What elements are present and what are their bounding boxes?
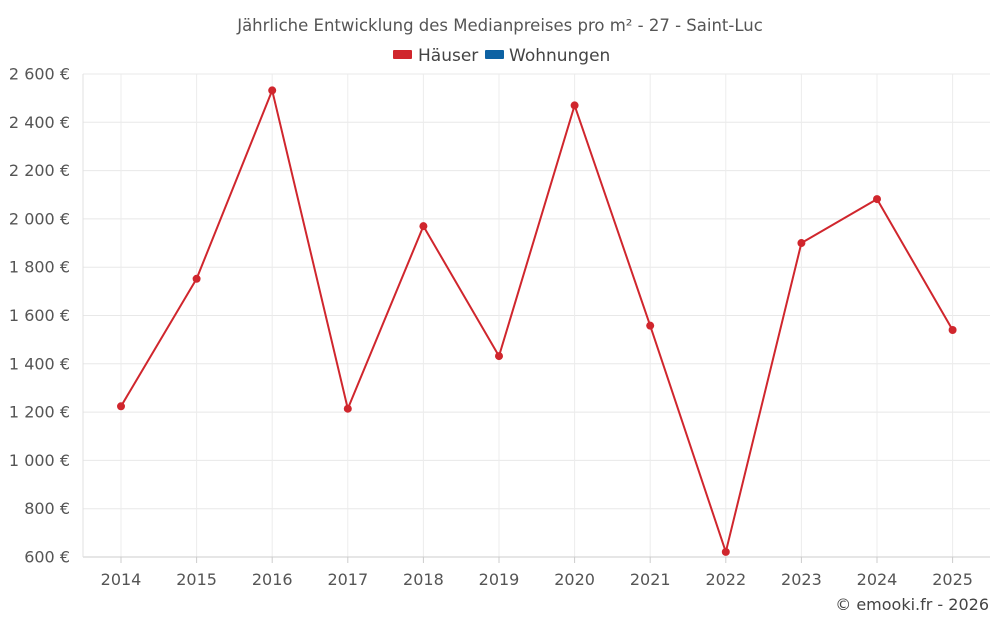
x-tick-label: 2022	[705, 570, 746, 589]
x-tick-label: 2015	[176, 570, 217, 589]
y-tick-label: 800 €	[24, 499, 70, 518]
y-tick-label: 2 400 €	[9, 113, 70, 132]
x-tick-label: 2024	[857, 570, 898, 589]
y-tick-label: 1 000 €	[9, 451, 70, 470]
x-tick-label: 2017	[327, 570, 368, 589]
grid	[83, 73, 990, 558]
data-point[interactable]	[419, 222, 428, 231]
series-line-0	[120, 89, 954, 553]
y-tick-label: 1 200 €	[9, 403, 70, 422]
data-point[interactable]	[721, 547, 730, 556]
y-tick-label: 2 600 €	[9, 65, 70, 84]
y-tick-label: 1 600 €	[9, 306, 70, 325]
x-tick-label: 2023	[781, 570, 822, 589]
series-layer	[117, 86, 957, 556]
legend-swatch-haeuser	[393, 50, 412, 59]
axes: 600 € 800 € 1 000 € 1 200 € 1 400 € 1 600 € 1 …	[9, 65, 990, 589]
data-point[interactable]	[570, 101, 579, 110]
legend-label-haeuser: Häuser	[418, 46, 478, 66]
credit-text: © emooki.fr - 2026	[835, 595, 989, 614]
y-tick-label: 1 800 €	[9, 258, 70, 277]
y-tick-label: 2 000 €	[9, 209, 70, 228]
legend-item-haeuser[interactable]: Häuser	[393, 46, 478, 66]
data-point[interactable]	[192, 274, 201, 283]
x-tick-label: 2020	[554, 570, 595, 589]
legend: Häuser Wohnungen	[393, 46, 610, 66]
x-tick-label: 2025	[932, 570, 973, 589]
data-point[interactable]	[117, 402, 125, 411]
y-tick-label: 600 €	[24, 548, 70, 567]
data-point[interactable]	[646, 321, 655, 330]
y-tick-label: 1 400 €	[9, 354, 70, 373]
data-point[interactable]	[343, 404, 352, 413]
data-point[interactable]	[873, 195, 881, 204]
data-point[interactable]	[268, 86, 277, 95]
legend-item-wohnungen[interactable]: Wohnungen	[485, 46, 610, 66]
chart-title: Jährliche Entwicklung des Medianpreises …	[236, 16, 763, 35]
y-tick-label: 2 200 €	[9, 161, 70, 180]
x-tick-label: 2018	[403, 570, 444, 589]
legend-label-wohnungen: Wohnungen	[509, 46, 610, 66]
x-tick-label: 2021	[630, 570, 671, 589]
data-point[interactable]	[948, 325, 957, 334]
x-tick-label: 2019	[479, 570, 520, 589]
data-point[interactable]	[797, 239, 806, 248]
x-tick-label: 2016	[252, 570, 293, 589]
legend-swatch-wohnungen	[485, 50, 504, 59]
x-tick-label: 2014	[101, 570, 142, 589]
data-point[interactable]	[495, 352, 503, 361]
